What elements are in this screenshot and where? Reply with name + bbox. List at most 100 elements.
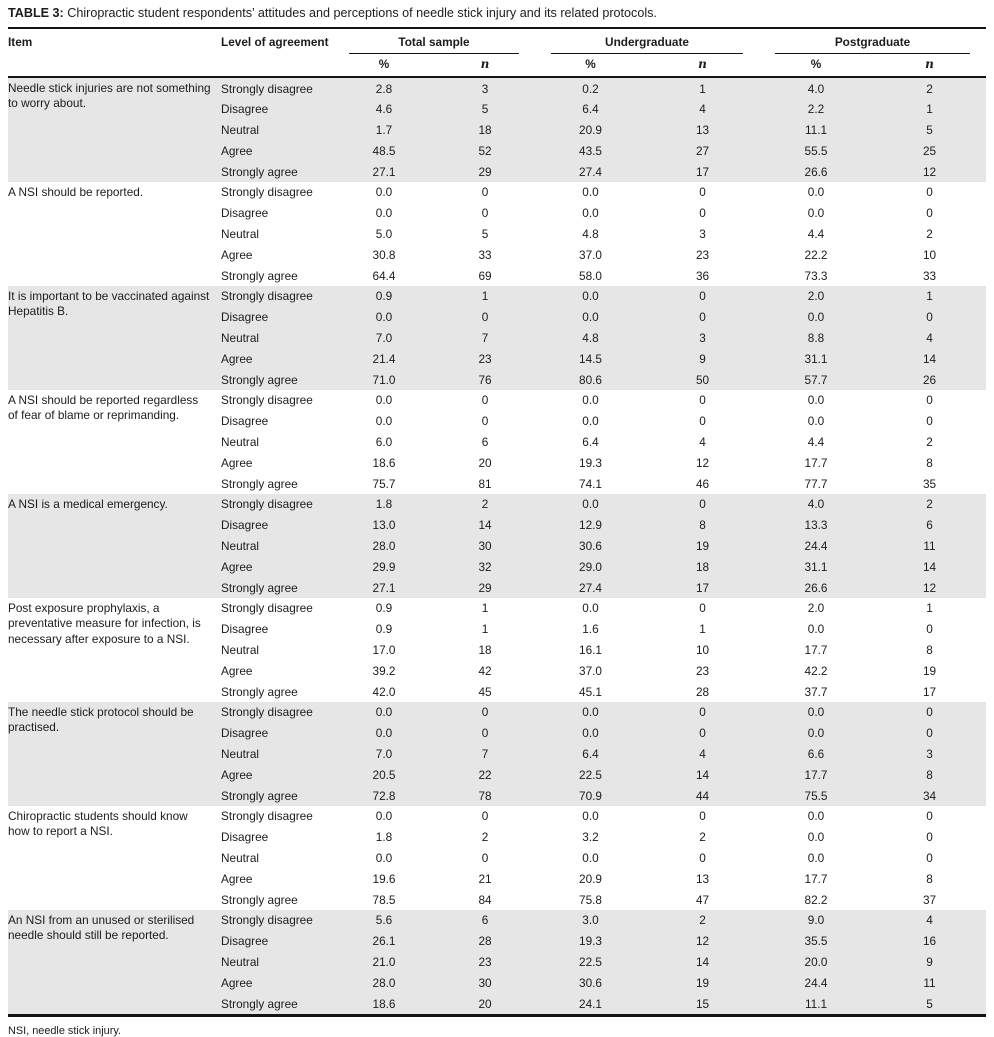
n-value-cell: 28 — [695, 684, 710, 699]
percent-value-cell: 57.7 — [759, 369, 873, 391]
level-of-agreement-cell: Strongly disagree — [221, 494, 333, 515]
percent-value-cell: 74.1 — [579, 476, 602, 491]
percent-value-cell: 2.0 — [759, 286, 873, 307]
percent-value-cell: 0.0 — [535, 702, 646, 723]
percent-value-cell: 0.0 — [582, 850, 599, 865]
column-group-total-sample: Total sample — [333, 29, 535, 55]
n-value-cell: 13 — [695, 871, 710, 886]
n-value-cell: 0 — [699, 206, 706, 221]
n-value-cell: 36 — [695, 268, 710, 283]
level-of-agreement-cell: Disagree — [221, 622, 269, 637]
table-row: Neutral 28.0 30 30.6 19 24.4 11 — [8, 535, 987, 557]
percent-value-cell: 0.0 — [759, 306, 873, 328]
n-value-cell: 0 — [926, 850, 933, 865]
table-row: Strongly agree 18.6 20 24.1 15 11.1 5 — [8, 993, 987, 1016]
n-value-cell: 0 — [481, 206, 489, 221]
percent-value-cell: 0.0 — [375, 414, 393, 429]
level-of-agreement-cell: Disagree — [221, 930, 333, 952]
n-value-cell: 1 — [926, 601, 933, 616]
n-value-cell: 0 — [926, 622, 933, 637]
n-value-cell: 10 — [695, 643, 710, 658]
percent-value-cell: 22.2 — [804, 247, 828, 262]
n-value-cell: 2 — [699, 830, 706, 845]
percent-value-cell: 58.0 — [579, 268, 602, 283]
level-of-agreement-cell: Neutral — [221, 743, 333, 765]
n-value-cell: 2 — [873, 77, 987, 99]
percent-value-cell: 0.0 — [759, 722, 873, 744]
percent-value-cell: 0.0 — [375, 850, 393, 865]
percent-value-cell: 0.0 — [582, 809, 599, 824]
n-value-cell: 19 — [922, 663, 937, 678]
n-value-cell: 2 — [481, 830, 489, 845]
n-value-cell: 1 — [873, 286, 987, 307]
percent-value-cell: 0.9 — [333, 286, 435, 307]
level-of-agreement-cell: Strongly disagree — [221, 286, 333, 307]
percent-value-cell: 0.0 — [582, 414, 599, 429]
level-of-agreement-cell: Disagree — [221, 722, 333, 744]
percent-value-cell: 75.8 — [579, 892, 602, 907]
n-value-cell: 7 — [435, 743, 535, 765]
level-of-agreement-cell: Neutral — [221, 119, 333, 141]
percent-value-cell: 0.9 — [375, 601, 393, 616]
percent-value-cell: 1.7 — [333, 119, 435, 141]
n-value-cell: 0 — [699, 414, 706, 429]
percent-value-cell: 1.6 — [582, 622, 599, 637]
table-row: Agree 39.2 42 37.0 23 42.2 19 — [8, 660, 986, 681]
table-row: Strongly agree 42.0 45 45.1 28 37.7 17 — [8, 681, 986, 702]
percent-value-cell: 3.2 — [582, 830, 599, 845]
percent-value-cell: 24.4 — [759, 972, 873, 994]
level-of-agreement-cell: Disagree — [221, 98, 333, 120]
percent-value-cell: 4.0 — [759, 494, 873, 515]
n-value-cell: 12 — [873, 161, 987, 183]
percent-value-cell: 26.6 — [759, 577, 873, 599]
n-value-cell: 2 — [873, 494, 987, 515]
percent-value-cell: 4.4 — [807, 435, 825, 450]
percent-value-cell: 28.0 — [333, 972, 435, 994]
n-value-cell: 14 — [646, 951, 759, 973]
level-of-agreement-cell: Strongly agree — [221, 476, 298, 491]
table-row: It is important to be vaccinated against… — [8, 286, 987, 391]
table-row: Agree 28.0 30 30.6 19 24.4 11 — [8, 972, 987, 994]
percent-value-cell: 2.0 — [807, 601, 825, 616]
percent-value-cell: 17.7 — [759, 764, 873, 786]
table-row: A NSI is a medical emergency. Strongly di… — [8, 494, 987, 599]
percent-value-cell: 4.6 — [333, 98, 435, 120]
level-of-agreement-cell: Strongly agree — [221, 892, 298, 907]
percent-value-cell: 0.0 — [535, 306, 646, 328]
level-of-agreement-cell: Strongly disagree — [221, 601, 313, 616]
n-value-cell: 0 — [699, 185, 706, 200]
percent-value-cell: 72.8 — [333, 785, 435, 806]
percent-value-cell: 0.0 — [807, 622, 825, 637]
level-of-agreement-cell: Agree — [221, 455, 253, 470]
column-group-undergraduate-label: Undergraduate — [551, 29, 743, 55]
n-value-cell: 8 — [873, 764, 987, 786]
item-statement: It is important to be vaccinated against… — [8, 286, 221, 391]
percent-value-cell: 5.0 — [375, 227, 393, 242]
percent-value-cell: 27.4 — [535, 577, 646, 599]
n-value-cell: 15 — [646, 993, 759, 1016]
percent-value-cell: 17.7 — [804, 455, 828, 470]
percent-value-cell: 0.0 — [759, 702, 873, 723]
n-value-cell: 34 — [873, 785, 987, 806]
percent-value-cell: 75.7 — [372, 476, 396, 491]
n-value-cell: 0 — [435, 722, 535, 744]
level-of-agreement-cell: Strongly disagree — [221, 702, 333, 723]
attitudes-table: Item Level of agreement Total sample Und… — [8, 29, 987, 1017]
n-value-cell: 6 — [435, 909, 535, 931]
table-row: Agree 18.6 20 19.3 12 17.7 8 — [8, 452, 986, 473]
n-value-cell: 5 — [873, 119, 987, 141]
n-value-cell: 0 — [435, 702, 535, 723]
percent-value-cell: 0.0 — [535, 494, 646, 515]
n-value-cell: 44 — [646, 785, 759, 806]
percent-value-cell: 0.2 — [535, 77, 646, 99]
table-row: Agree 48.5 52 43.5 27 55.5 25 — [8, 140, 987, 162]
n-value-cell: 33 — [478, 247, 492, 262]
percent-value-cell: 80.6 — [535, 369, 646, 391]
percent-value-cell: 45.1 — [579, 684, 602, 699]
level-of-agreement-cell: Disagree — [221, 414, 269, 429]
table-row: Neutral 1.7 18 20.9 13 11.1 5 — [8, 119, 987, 141]
level-of-agreement-cell: Strongly agree — [221, 369, 333, 391]
percent-value-cell: 5.6 — [333, 909, 435, 931]
level-of-agreement-cell: Strongly disagree — [221, 809, 313, 824]
table-row: Disagree 0.0 0 0.0 0 0.0 0 — [8, 722, 987, 744]
